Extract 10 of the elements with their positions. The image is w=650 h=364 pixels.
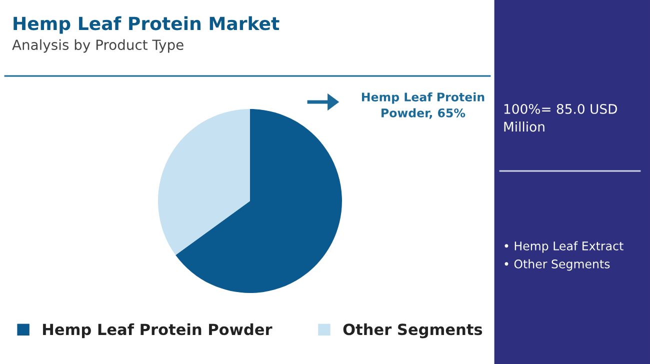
text: • Other Segments	[504, 259, 610, 271]
legend-label: Hemp Leaf Protein Powder	[43, 323, 272, 338]
legend-label: Other Segments	[343, 323, 482, 338]
pie-slice	[158, 109, 250, 256]
text: Hemp Leaf Protein Powder, 65%	[362, 92, 484, 119]
chart-title: Hemp Leaf Protein Market	[14, 16, 280, 34]
text: • Hemp Leaf Extract	[504, 241, 624, 253]
pie-slice	[176, 109, 342, 293]
chart-subtitle: Analysis by Product Type	[12, 39, 184, 53]
text: 100%= 85.0 USD Million	[504, 104, 617, 132]
